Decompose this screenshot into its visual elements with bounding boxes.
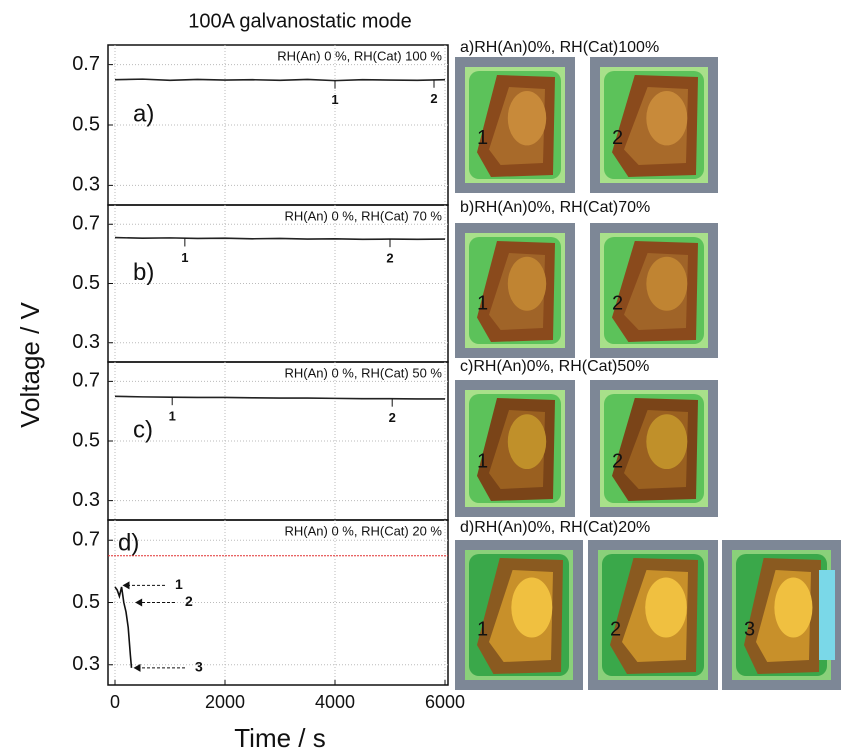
map-zone xyxy=(511,577,553,638)
arrow-head xyxy=(122,581,130,590)
map-zone xyxy=(646,91,688,146)
distribution-map: 1 xyxy=(455,380,575,517)
panel-label: a) xyxy=(133,100,154,127)
arrow-head xyxy=(135,598,143,607)
data-line xyxy=(114,395,445,400)
map-title: d)RH(An)0%, RH(Cat)20% xyxy=(460,519,650,536)
marker-label: 1 xyxy=(331,92,338,107)
y-tick-label: 0.5 xyxy=(72,113,100,135)
marker-label: 2 xyxy=(389,410,396,425)
marker-label: 2 xyxy=(430,91,437,106)
distribution-map: 2 xyxy=(590,223,718,358)
map-label: 1 xyxy=(477,127,488,149)
panel-label: d) xyxy=(118,529,139,556)
distribution-map: 3 xyxy=(722,540,841,690)
marker-label: 2 xyxy=(386,251,393,266)
y-tick-label: 0.3 xyxy=(72,331,100,353)
map-title: c)RH(An)0%, RH(Cat)50% xyxy=(460,358,649,375)
arrow-label: 3 xyxy=(195,659,203,675)
panel-annotation: RH(An) 0 %, RH(Cat) 20 % xyxy=(285,523,443,538)
y-tick-label: 0.7 xyxy=(72,213,100,235)
map-zone xyxy=(774,577,813,638)
map-label: 2 xyxy=(612,292,623,314)
map-title: b)RH(An)0%, RH(Cat)70% xyxy=(460,199,650,216)
map-label: 2 xyxy=(612,127,623,149)
distribution-map: 2 xyxy=(588,540,718,690)
x-tick-label: 4000 xyxy=(315,692,355,712)
distribution-map: 2 xyxy=(590,380,718,517)
panel-annotation: RH(An) 0 %, RH(Cat) 100 % xyxy=(277,48,442,63)
y-tick-label: 0.5 xyxy=(72,429,100,451)
x-tick-label: 2000 xyxy=(205,692,245,712)
arrow-head xyxy=(133,663,141,672)
map-title: a)RH(An)0%, RH(Cat)100% xyxy=(460,39,659,56)
map-zone xyxy=(646,256,688,311)
x-axis-label: Time / s xyxy=(234,723,325,753)
map-zone xyxy=(507,414,547,470)
panel-annotation: RH(An) 0 %, RH(Cat) 50 % xyxy=(285,365,443,380)
y-tick-label: 0.7 xyxy=(72,529,100,551)
y-tick-label: 0.5 xyxy=(72,591,100,613)
y-tick-label: 0.7 xyxy=(72,370,100,392)
panel-label: c) xyxy=(133,416,153,443)
arrow-label: 2 xyxy=(185,593,193,609)
data-line xyxy=(114,78,446,82)
map-label: 3 xyxy=(744,618,755,640)
map-label: 1 xyxy=(477,450,488,472)
map-zone xyxy=(819,570,835,660)
distribution-map: 1 xyxy=(455,223,575,358)
distribution-map: 1 xyxy=(455,57,575,193)
y-tick-label: 0.3 xyxy=(72,174,100,196)
y-tick-label: 0.3 xyxy=(72,489,100,511)
data-line xyxy=(114,236,446,241)
y-tick-label: 0.3 xyxy=(72,653,100,675)
marker-label: 1 xyxy=(169,409,176,424)
map-label: 1 xyxy=(477,618,488,640)
panel-annotation: RH(An) 0 %, RH(Cat) 70 % xyxy=(285,208,443,223)
map-label: 2 xyxy=(612,450,623,472)
marker-label: 1 xyxy=(181,250,188,265)
map-label: 1 xyxy=(477,292,488,314)
y-tick-label: 0.7 xyxy=(72,53,100,75)
x-tick-label: 0 xyxy=(110,692,120,712)
map-zone xyxy=(507,256,547,311)
arrow-label: 1 xyxy=(175,576,183,592)
distribution-map: 2 xyxy=(590,57,718,193)
y-axis-label: Voltage / V xyxy=(15,301,45,427)
map-label: 2 xyxy=(610,618,621,640)
map-zone xyxy=(646,414,688,470)
panel-label: b) xyxy=(133,259,154,286)
map-zone xyxy=(507,91,547,146)
y-tick-label: 0.5 xyxy=(72,272,100,294)
x-tick-label: 6000 xyxy=(425,692,465,712)
map-zone xyxy=(645,577,687,638)
figure-title: 100A galvanostatic mode xyxy=(188,10,412,32)
distribution-map: 1 xyxy=(455,540,583,690)
data-line xyxy=(114,586,133,668)
